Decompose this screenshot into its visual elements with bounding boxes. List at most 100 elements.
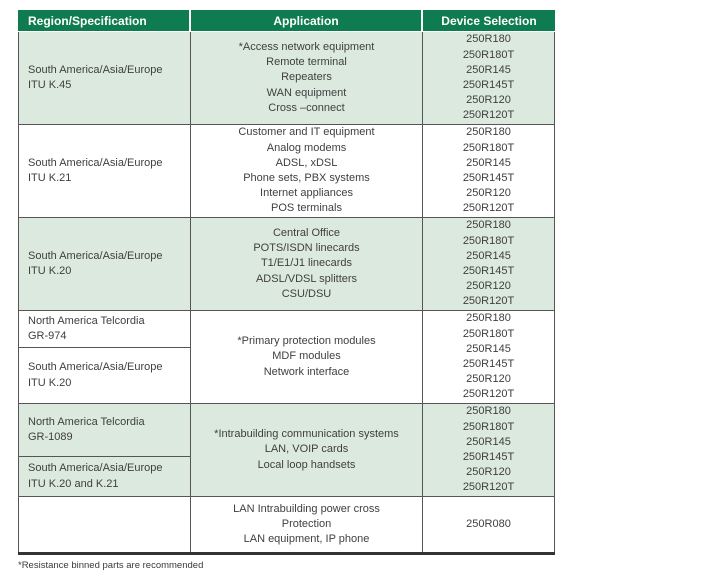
application-line: ADSL, xDSL [275,156,338,169]
device-code: 250R180 [466,405,511,418]
region-line: ITU K.20 [28,376,72,389]
device-cell: 250R180 250R180T 250R145 250R145T 250R120 250… [423,404,555,496]
region-line: South America/Asia/Europe [28,361,163,374]
device-code: 250R180T [462,327,515,340]
device-selection-table: Region/Specification Application Device … [18,10,555,555]
region-line: ITU K.20 and K.21 [28,477,119,490]
device-code: 250R145T [462,265,515,277]
application-line: Protection [281,517,332,530]
application-line: WAN equipment [266,86,347,99]
device-code: 250R080 [466,517,511,530]
application-cell: LAN Intrabuilding power cross Protection L… [191,497,423,552]
device-cell: 250R180 250R180T 250R145 250R145T 250R120 250… [423,125,555,217]
region-spec: South America/Asia/Europe ITU K.20 [19,347,190,403]
application-line: LAN equipment, IP phone [243,533,370,546]
device-cell: 250R180 250R180T 250R145 250R145T 250R120 250… [423,218,555,310]
device-code: 250R120 [466,466,511,479]
region-line: South America/Asia/Europe [28,462,163,475]
device-code: 250R180T [462,420,515,433]
region-spec [19,497,190,552]
region-line: South America/Asia/Europe [28,249,163,262]
device-cell: 250R180 250R180T 250R145 250R145T 250R120 250… [423,32,555,124]
region-spec: South America/Asia/Europe ITU K.20 [19,218,190,310]
application-line: Central Office [272,226,341,239]
device-cell: 250R180 250R180T 250R145 250R145T 250R120 250… [423,311,555,403]
application-line: LAN, VOIP cards [264,443,349,456]
application-line: Customer and IT equipment [238,126,375,139]
region-cell: North America Telcordia GR-974 South Ameri… [18,311,191,403]
device-code: 250R120T [462,109,515,122]
application-line: Local loop handsets [257,458,356,471]
table-row: North America Telcordia GR-1089 South Amer… [18,403,555,496]
region-line: ITU K.21 [28,172,72,184]
device-code: 250R120T [462,388,515,401]
region-spec: North America Telcordia GR-974 [19,311,190,347]
application-line: Remote terminal [266,56,347,69]
region-line: North America Telcordia [28,415,145,428]
device-code: 250R180 [466,312,511,325]
region-line: ITU K.20 [28,265,72,277]
application-line: *Primary protection modules [237,335,376,348]
device-code: 250R145 [466,63,511,76]
application-line: *Access network equipment [238,40,375,53]
application-line: POTS/ISDN linecards [253,242,360,255]
region-spec: North America Telcordia GR-1089 [19,404,190,456]
device-code: 250R120 [466,187,511,200]
device-code: 250R145T [462,451,515,463]
region-spec: South America/Asia/Europe ITU K.20 and K.… [19,456,190,496]
region-spec: South America/Asia/Europe ITU K.21 [19,125,190,217]
device-code: 250R180 [466,219,511,232]
application-line: Analog modems [266,141,347,154]
table-row: North America Telcordia GR-974 South Ameri… [18,310,555,403]
device-code: 250R180T [462,234,515,247]
device-code: 250R145T [462,358,515,370]
application-line: Internet appliances [260,187,353,200]
device-code: 250R120 [466,280,511,293]
region-line: South America/Asia/Europe [28,156,163,169]
region-line: North America Telcordia [28,314,145,327]
table-row: South America/Asia/Europe ITU K.21 Custome… [18,124,555,217]
application-line: *Intrabuilding communication systems [214,428,399,441]
device-code: 250R120 [466,373,511,386]
region-spec: South America/Asia/Europe ITU K.45 [19,32,190,124]
region-cell: South America/Asia/Europe ITU K.21 [18,125,191,217]
application-cell: Central Office POTS/ISDN linecards T1/E1/J… [191,218,423,310]
application-cell: *Intrabuilding communication systems LAN,… [191,404,423,496]
application-line: LAN Intrabuilding power cross [233,502,380,515]
device-code: 250R180 [466,126,511,139]
header-device-selection: Device Selection [423,10,555,31]
device-code: 250R145 [466,156,511,169]
table-row: South America/Asia/Europe ITU K.45 *Access… [18,32,555,124]
header-region-specification: Region/Specification [18,10,191,31]
application-line: Network interface [263,365,350,378]
footnote: *Resistance binned parts are recommended [18,560,204,571]
device-code: 250R145 [466,249,511,262]
region-line: GR-974 [28,330,67,342]
table-row: LAN Intrabuilding power cross Protection L… [18,496,555,552]
application-line: MDF modules [272,350,341,363]
device-code: 250R145 [466,435,511,448]
device-code: 250R145T [462,172,515,184]
region-cell [18,497,191,552]
region-line: GR-1089 [28,431,73,443]
device-code: 250R145 [466,342,511,355]
region-cell: North America Telcordia GR-1089 South Amer… [18,404,191,496]
application-line: CSU/DSU [281,287,332,300]
device-code: 250R120 [466,94,511,107]
device-code: 250R120T [462,481,515,494]
application-cell: *Primary protection modules MDF modules Ne… [191,311,423,403]
region-cell: South America/Asia/Europe ITU K.20 [18,218,191,310]
region-line: South America/Asia/Europe [28,63,163,76]
header-application: Application [191,10,423,31]
table-body: South America/Asia/Europe ITU K.45 *Access… [18,32,555,555]
device-code: 250R145T [462,79,515,91]
application-cell: *Access network equipment Remote terminal… [191,32,423,124]
table-row: South America/Asia/Europe ITU K.20 Central… [18,217,555,310]
device-cell: 250R080 [423,497,555,552]
application-line: Cross –connect [268,101,345,114]
device-code: 250R180T [462,48,515,61]
device-code: 250R180T [462,141,515,154]
device-code: 250R180 [466,33,511,46]
region-cell: South America/Asia/Europe ITU K.45 [18,32,191,124]
device-code: 250R120T [462,202,515,215]
